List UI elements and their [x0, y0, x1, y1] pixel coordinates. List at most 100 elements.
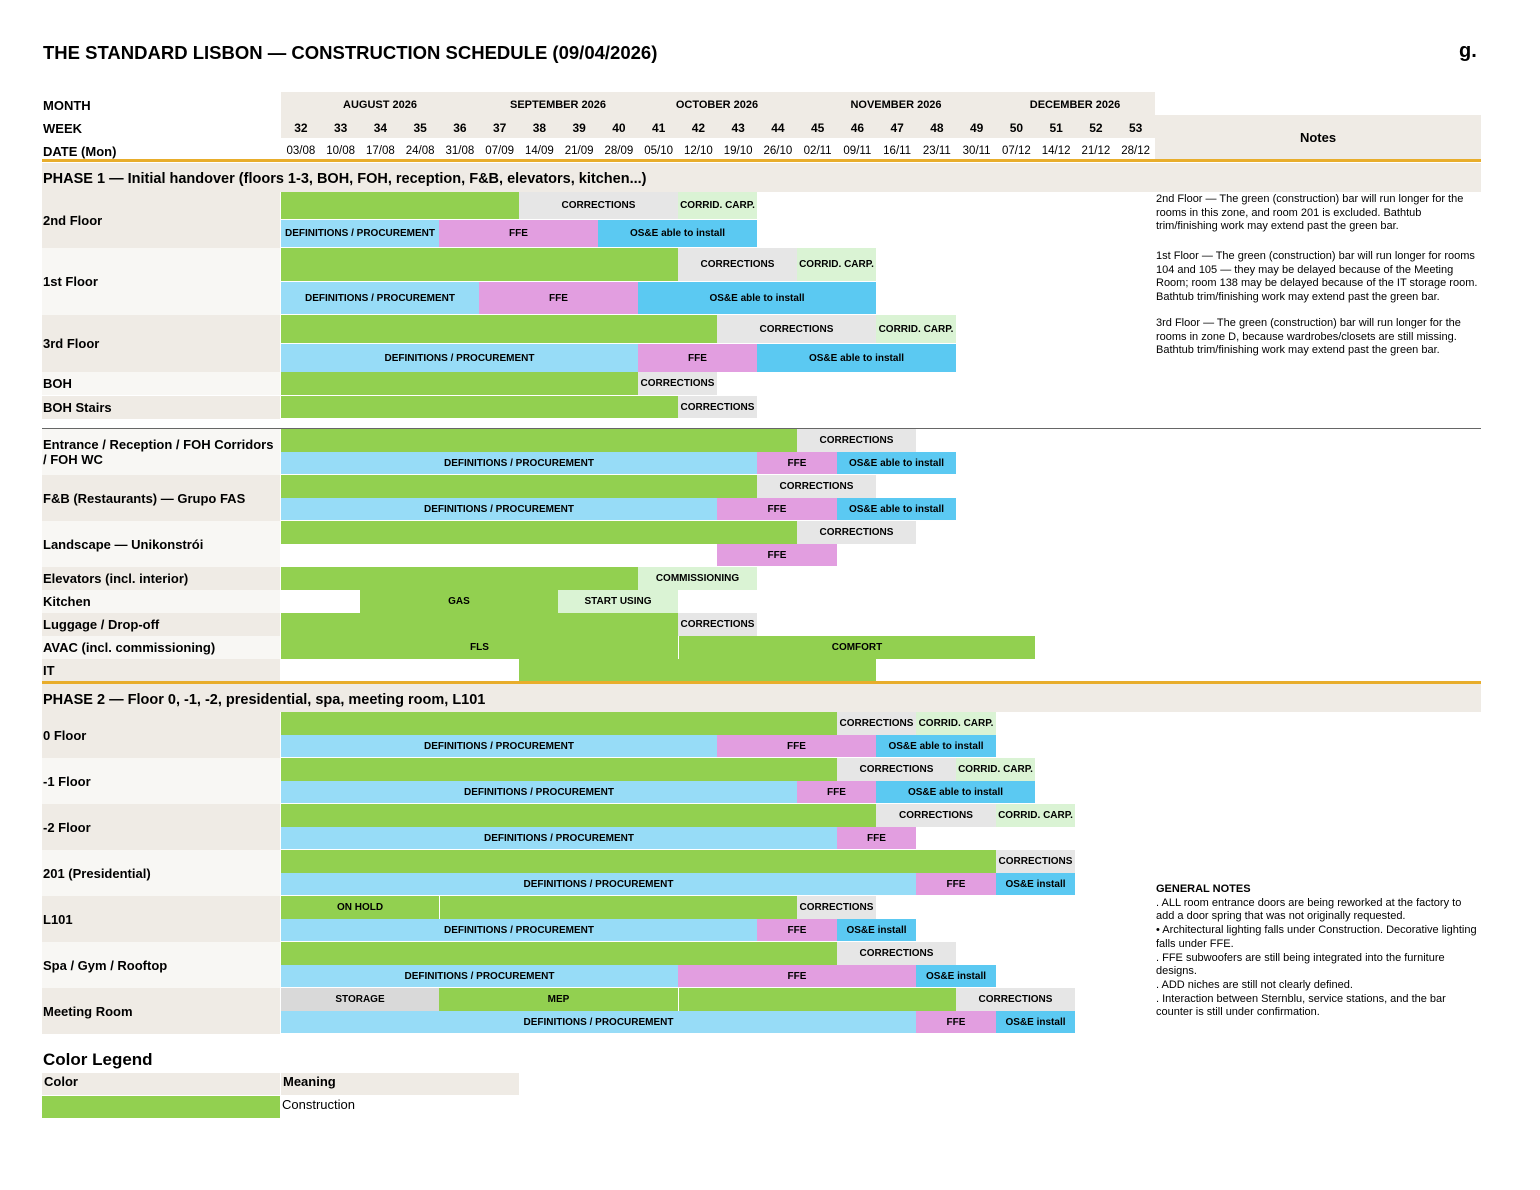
week-date: 05/10 [644, 145, 674, 157]
ose-bar: OS&E able to install [876, 781, 1035, 803]
corrections-bar: CORRECTIONS [837, 758, 956, 781]
week-number: 45 [810, 121, 825, 135]
corrid-carp-bar: CORRID. CARP. [876, 315, 956, 343]
corrections-bar: CORRECTIONS [678, 613, 757, 636]
procurement-bar: DEFINITIONS / PROCUREMENT [281, 220, 439, 247]
procurement-bar: DEFINITIONS / PROCUREMENT [281, 735, 717, 757]
procurement-bar: DEFINITIONS / PROCUREMENT [281, 498, 717, 520]
general-note-item: . ALL room entrance doors are being rewo… [1156, 896, 1462, 923]
construction-bar [439, 896, 797, 919]
procurement-bar: DEFINITIONS / PROCUREMENT [281, 919, 757, 941]
construction-bar [281, 804, 876, 827]
ffe-bar: FFE [837, 827, 916, 849]
week-date: 26/10 [763, 145, 793, 157]
ose-bar: OS&E able to install [757, 344, 956, 372]
ose-bar: OS&E install [837, 919, 916, 941]
row-label-1st-floor: 1st Floor [42, 248, 280, 315]
phase2-title: PHASE 2 — Floor 0, -1, -2, presidential,… [42, 684, 1481, 712]
week-number: 44 [771, 121, 785, 135]
ffe-bar: FFE [678, 965, 916, 987]
legend-swatch-construction [42, 1096, 280, 1118]
corrid-carp-bar: CORRID. CARP. [996, 804, 1075, 827]
week-number: 49 [969, 121, 984, 135]
corrections-bar: CORRECTIONS [956, 988, 1075, 1011]
ffe-bar: FFE [757, 919, 837, 941]
week-number: 43 [731, 121, 745, 135]
corrections-bar: CORRECTIONS [876, 804, 996, 827]
row-label-boh: BOH [42, 372, 280, 395]
general-notes-title: GENERAL NOTES [1156, 883, 1251, 895]
week-number: 47 [890, 121, 904, 135]
week-number: 46 [850, 121, 865, 135]
fls-bar: FLS [281, 636, 678, 659]
procurement-bar: DEFINITIONS / PROCUREMENT [281, 873, 916, 895]
week-number: 36 [453, 121, 467, 135]
ose-bar: OS&E able to install [638, 282, 876, 314]
procurement-bar: DEFINITIONS / PROCUREMENT [281, 1011, 916, 1033]
week-number: 32 [294, 121, 308, 135]
week-date: 31/08 [445, 145, 475, 157]
week-date: 23/11 [922, 145, 951, 157]
notes-header: Notes [1155, 115, 1481, 159]
month-label: NOVEMBER 2026 [850, 99, 942, 111]
week-date: 12/10 [683, 145, 713, 157]
corrections-bar: CORRECTIONS [678, 248, 797, 281]
construction-bar [281, 712, 837, 735]
week-number: 53 [1128, 121, 1143, 135]
construction-bar [281, 475, 757, 498]
row-label-0-floor: 0 Floor [42, 712, 280, 758]
corrid-carp-bar: CORRID. CARP. [916, 712, 996, 735]
week-date: 21/09 [564, 145, 594, 157]
construction-bar [281, 192, 519, 219]
construction-bar [281, 372, 638, 395]
procurement-bar: DEFINITIONS / PROCUREMENT [281, 344, 638, 372]
corrections-bar: CORRECTIONS [797, 521, 916, 544]
row-label-luggage: Luggage / Drop-off [42, 613, 280, 636]
legend-meaning-construction: Construction [282, 1097, 355, 1112]
week-date: 14/12 [1041, 145, 1071, 157]
phase-separator [42, 681, 1481, 684]
week-date: 07/09 [485, 145, 515, 157]
week-date: 28/09 [604, 145, 634, 157]
row-label-it: IT [42, 659, 280, 682]
row-label-2nd-floor: 2nd Floor [42, 192, 280, 248]
week-number: 35 [413, 121, 427, 135]
week-number: 38 [532, 121, 547, 135]
row-label-minus1-floor: -1 Floor [42, 758, 280, 804]
mep-bar: MEP [439, 988, 678, 1011]
corrid-carp-bar: CORRID. CARP. [956, 758, 1035, 781]
legend-header-color: Color [42, 1073, 280, 1095]
construction-bar [281, 850, 996, 873]
row-label-minus2-floor: -2 Floor [42, 804, 280, 850]
corrections-bar: CORRECTIONS [678, 396, 757, 418]
construction-bar [281, 396, 678, 418]
general-notes: GENERAL NOTES . ALL room entrance doors … [1156, 883, 1482, 1020]
notes-header-gap [1155, 92, 1481, 115]
general-note-item: . ADD niches are still not clearly defin… [1156, 978, 1353, 991]
on-hold-bar: ON HOLD [281, 896, 439, 919]
week-date: 09/11 [843, 145, 872, 157]
week-number: 37 [492, 121, 507, 135]
week-number: 50 [1009, 121, 1024, 135]
construction-bar [281, 521, 797, 544]
ffe-bar: FFE [439, 220, 598, 247]
corrections-bar: CORRECTIONS [638, 372, 717, 395]
row-label-l101: L101 [42, 896, 280, 942]
ffe-bar: FFE [479, 282, 638, 314]
start-using-bar: START USING [558, 590, 678, 613]
construction-bar [281, 758, 837, 781]
procurement-bar: DEFINITIONS / PROCUREMENT [281, 781, 797, 803]
week-date: 30/11 [962, 145, 991, 157]
row-label-kitchen: Kitchen [42, 590, 280, 613]
ose-bar: OS&E install [916, 965, 996, 987]
ose-bar: OS&E install [996, 873, 1075, 895]
week-number: 34 [373, 121, 388, 135]
ffe-bar: FFE [717, 498, 837, 520]
comfort-bar: COMFORT [678, 636, 1035, 659]
construction-bar [281, 567, 638, 590]
row-label-presidential: 201 (Presidential) [42, 850, 280, 896]
week-date: 07/12 [1001, 145, 1031, 157]
procurement-bar: DEFINITIONS / PROCUREMENT [281, 282, 479, 314]
general-note-item: . Interaction between Sternblu, service … [1156, 992, 1446, 1019]
commissioning-bar: COMMISSIONING [638, 567, 757, 590]
